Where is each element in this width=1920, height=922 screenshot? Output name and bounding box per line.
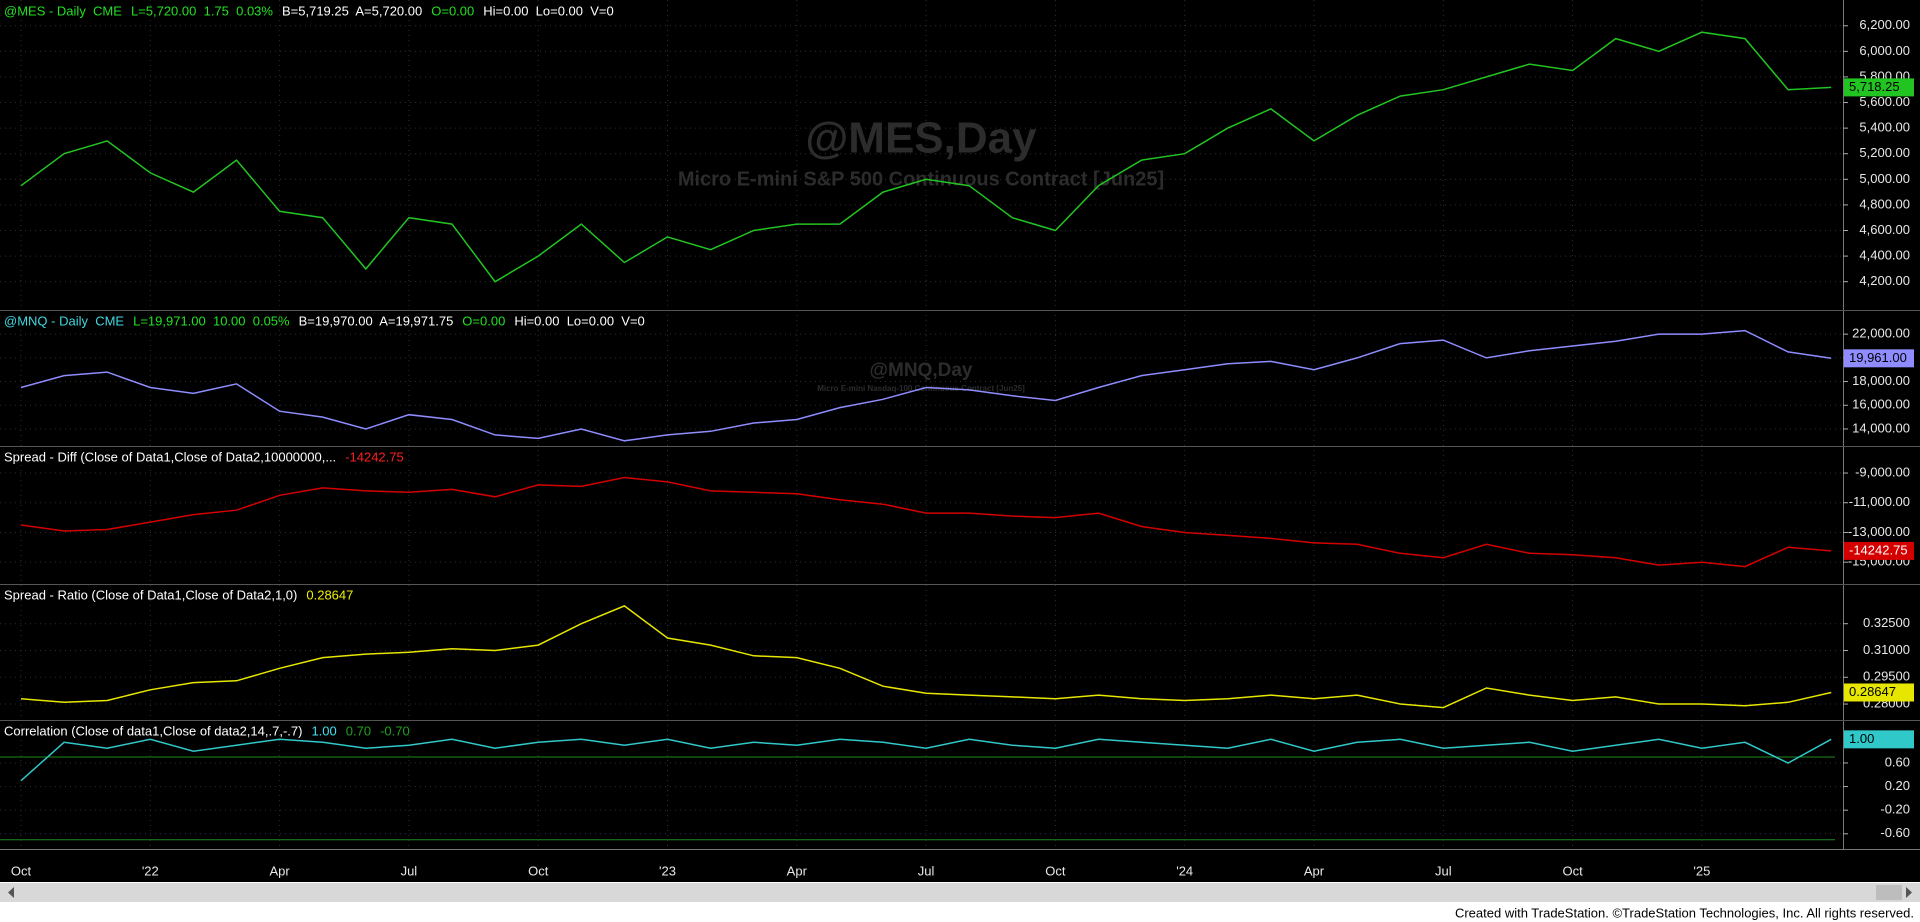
y-tick-label: -13,000.00 (1848, 524, 1910, 539)
last-value-box (1844, 730, 1914, 749)
last-value-label: 0.28647 (1849, 684, 1896, 699)
y-tick-label: 18,000.00 (1852, 373, 1910, 388)
y-tick-label: 6,200.00 (1859, 17, 1910, 32)
y-tick-label: 4,600.00 (1859, 222, 1910, 237)
panel-header: Hi=0.00 Lo=0.00 V=0 (483, 3, 613, 18)
x-tick-label: '23 (659, 863, 676, 878)
x-tick-label: Jul (401, 863, 418, 878)
x-tick-label: Oct (1045, 863, 1066, 878)
series-line (20, 31, 1832, 283)
panel-header: Spread - Ratio (Close of Data1,Close of … (4, 587, 297, 602)
panel-header: -0.70 (380, 723, 410, 738)
scroll-left-arrow[interactable] (8, 887, 14, 898)
y-tick-label: 6,000.00 (1859, 43, 1910, 58)
series-line (20, 476, 1832, 568)
panel-header: @MNQ - Daily CME (4, 313, 124, 328)
y-tick-label: 4,800.00 (1859, 196, 1910, 211)
x-tick-label: Apr (787, 863, 808, 878)
x-tick-label: Oct (1562, 863, 1583, 878)
panel-header: Correlation (Close of data1,Close of dat… (4, 723, 302, 738)
last-value-label: 1.00 (1849, 731, 1874, 746)
watermark-title: @MNQ,Day (870, 360, 973, 381)
x-tick-label: Apr (1304, 863, 1325, 878)
y-tick-label: 5,400.00 (1859, 120, 1910, 135)
last-value-box (1844, 349, 1914, 368)
y-tick-label: 0.20 (1885, 778, 1910, 793)
y-tick-label: 4,200.00 (1859, 273, 1910, 288)
panel-header: 1.00 (311, 723, 336, 738)
series-line (20, 605, 1832, 709)
x-tick-label: Apr (269, 863, 290, 878)
panel-header: O=0.00 (462, 313, 505, 328)
y-tick-label: -0.60 (1880, 825, 1910, 840)
y-tick-label: 0.60 (1885, 754, 1910, 769)
panel-header: 0.28647 (306, 587, 353, 602)
panel-header: 0.70 (346, 723, 371, 738)
y-tick-label: -9,000.00 (1855, 464, 1910, 479)
watermark-title: @MES,Day (805, 114, 1037, 163)
scroll-right-arrow[interactable] (1906, 887, 1912, 898)
panel-header: Hi=0.00 Lo=0.00 V=0 (514, 313, 644, 328)
y-tick-label: 0.29500 (1863, 669, 1910, 684)
y-tick-label: 16,000.00 (1852, 397, 1910, 412)
y-tick-label: 22,000.00 (1852, 326, 1910, 341)
footer-text: Created with TradeStation. ©TradeStation… (1455, 905, 1914, 920)
x-tick-label: '24 (1176, 863, 1193, 878)
x-tick-label: Jul (918, 863, 935, 878)
x-tick-label: '25 (1693, 863, 1710, 878)
last-value-box (1844, 541, 1914, 560)
y-tick-label: 0.31000 (1863, 642, 1910, 657)
panel-header: -14242.75 (345, 449, 404, 464)
panel-header: O=0.00 (431, 3, 474, 18)
scrollbar[interactable] (0, 883, 1920, 902)
panel-header: L=19,971.00 10.00 0.05% (133, 313, 290, 328)
series-line (20, 738, 1832, 782)
last-value-label: -14242.75 (1849, 542, 1908, 557)
y-tick-label: 0.32500 (1863, 615, 1910, 630)
y-tick-label: -0.20 (1880, 802, 1910, 817)
panel-header: L=5,720.00 1.75 0.03% (131, 3, 273, 18)
y-tick-label: 4,400.00 (1859, 248, 1910, 263)
x-tick-label: '22 (142, 863, 159, 878)
last-value-box (1844, 683, 1914, 702)
panel-header: B=19,970.00 A=19,971.75 (299, 313, 454, 328)
x-tick-label: Oct (528, 863, 549, 878)
y-tick-label: 14,000.00 (1852, 420, 1910, 435)
last-value-label: 5,718.25 (1849, 79, 1900, 94)
y-tick-label: 5,600.00 (1859, 94, 1910, 109)
x-tick-label: Jul (1435, 863, 1452, 878)
last-value-box (1844, 78, 1914, 97)
last-value-label: 19,961.00 (1849, 350, 1907, 365)
y-tick-label: 5,200.00 (1859, 145, 1910, 160)
panel-header: @MES - Daily CME (4, 3, 122, 18)
panel-header: B=5,719.25 A=5,720.00 (282, 3, 422, 18)
scroll-thumb[interactable] (1876, 885, 1902, 900)
series-line (20, 329, 1832, 442)
chart-background (0, 0, 1920, 882)
y-tick-label: 5,000.00 (1859, 171, 1910, 186)
x-tick-label: Oct (11, 863, 32, 878)
panel-header: Spread - Diff (Close of Data1,Close of D… (4, 449, 336, 464)
y-tick-label: -11,000.00 (1849, 494, 1910, 509)
